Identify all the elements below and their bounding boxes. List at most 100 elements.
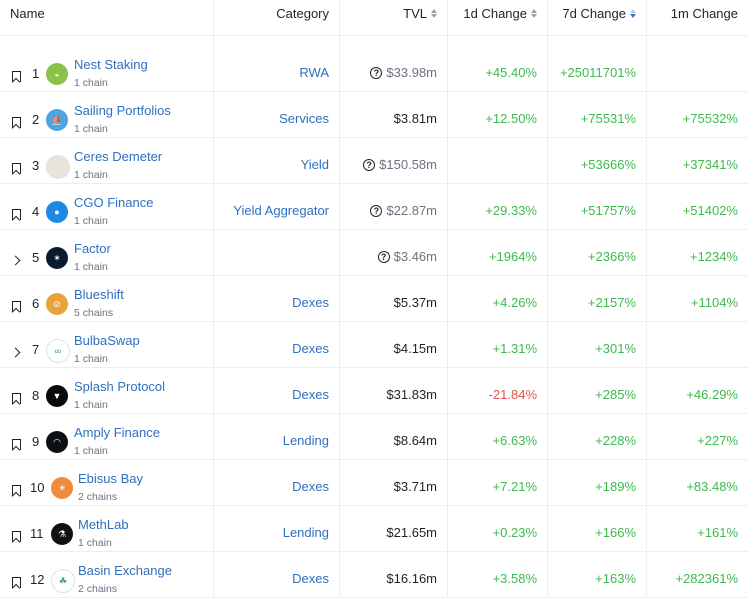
bookmark-icon[interactable] bbox=[10, 529, 22, 543]
change-1d-cell: +7.21% bbox=[448, 460, 548, 505]
protocol-name-link[interactable]: Ebisus Bay bbox=[78, 471, 144, 486]
protocol-logo-icon: ⚗ bbox=[51, 523, 73, 545]
tvl-value: ? $150.58m bbox=[363, 157, 437, 172]
question-circle-icon[interactable]: ? bbox=[363, 158, 376, 171]
change-7d-cell: +2157% bbox=[548, 276, 647, 321]
tvl-value: ? $3.46m bbox=[377, 249, 437, 264]
name-cell: 8 ▼ Splash Protocol 1 chain bbox=[0, 368, 214, 413]
table-row[interactable]: 6 ⊘ Blueshift 5 chains Dexes $5.37m +4.26% +215… bbox=[0, 276, 748, 322]
table-row[interactable]: 1 ◒ Nest Staking 1 chain RWA? $33.98m +45.40% +… bbox=[0, 46, 748, 92]
rank-number: 4 bbox=[32, 204, 40, 219]
category-link[interactable]: Dexes bbox=[292, 571, 329, 586]
table-row[interactable]: 10 ☀ Ebisus Bay 2 chains Dexes $3.71m +7.21% +1… bbox=[0, 460, 748, 506]
sort-icon bbox=[431, 9, 437, 18]
bookmark-icon[interactable] bbox=[10, 575, 22, 589]
chain-count: 1 chain bbox=[74, 261, 108, 273]
change-1d-value: +4.26% bbox=[492, 295, 537, 310]
category-cell: Dexes bbox=[214, 368, 340, 413]
header-1m-change[interactable]: 1m Change bbox=[647, 0, 748, 35]
protocol-name-link[interactable]: Basin Exchange bbox=[78, 563, 172, 578]
protocol-logo-icon: ● bbox=[46, 201, 68, 223]
bookmark-icon[interactable] bbox=[10, 437, 22, 451]
name-cell: 4 ● CGO Finance 1 chain bbox=[0, 184, 214, 229]
category-link[interactable]: Yield Aggregator bbox=[233, 203, 329, 218]
change-1m-cell: +37341% bbox=[647, 138, 748, 183]
bookmark-icon[interactable] bbox=[10, 115, 22, 129]
rank-number: 6 bbox=[32, 296, 40, 311]
change-1d-cell: -21.84% bbox=[448, 368, 548, 413]
category-link[interactable]: Services bbox=[279, 111, 329, 126]
change-1m-value: +51402% bbox=[682, 203, 738, 218]
expand-chevron-icon[interactable] bbox=[10, 253, 22, 267]
header-7d-label: 7d Change bbox=[562, 6, 626, 21]
change-7d-value: +53666% bbox=[580, 157, 636, 172]
header-7d-change[interactable]: 7d Change bbox=[548, 0, 647, 35]
bookmark-icon[interactable] bbox=[10, 299, 22, 313]
table-row[interactable]: 7 ∞ BulbaSwap 1 chain Dexes $4.15m +1.31% +301% bbox=[0, 322, 748, 368]
category-link[interactable]: RWA bbox=[299, 65, 329, 80]
sort-desc-active-icon bbox=[630, 9, 636, 18]
table-row[interactable]: 12 ☘ Basin Exchange 2 chains Dexes $16.16m +3.… bbox=[0, 552, 748, 598]
expand-chevron-icon[interactable] bbox=[10, 345, 22, 359]
tvl-value: $4.15m bbox=[394, 341, 437, 356]
protocol-logo-icon: ⊘ bbox=[46, 293, 68, 315]
category-link[interactable]: Dexes bbox=[292, 479, 329, 494]
category-link[interactable]: Dexes bbox=[292, 295, 329, 310]
table-row[interactable]: 9 ◠ Amply Finance 1 chain Lending $8.64m +6.63… bbox=[0, 414, 748, 460]
table-row[interactable]: 2 ⛵ Sailing Portfolios 1 chain Services $3.81… bbox=[0, 92, 748, 138]
bookmark-icon[interactable] bbox=[10, 391, 22, 405]
change-7d-value: +189% bbox=[595, 479, 636, 494]
bookmark-icon[interactable] bbox=[10, 207, 22, 221]
question-circle-icon[interactable]: ? bbox=[377, 250, 390, 263]
name-cell: 6 ⊘ Blueshift 5 chains bbox=[0, 276, 214, 321]
tvl-amount: $5.37m bbox=[393, 295, 437, 310]
protocol-name-link[interactable]: MethLab bbox=[78, 517, 129, 532]
tvl-cell: $5.37m bbox=[340, 276, 448, 321]
protocol-name-link[interactable]: BulbaSwap bbox=[74, 333, 140, 348]
protocol-name-link[interactable]: Amply Finance bbox=[74, 425, 160, 440]
change-7d-value: +51757% bbox=[580, 203, 636, 218]
rank-number: 5 bbox=[32, 250, 40, 265]
table-row[interactable]: 3 Ceres Demeter 1 chain Yield? $150.58m +5366… bbox=[0, 138, 748, 184]
question-circle-icon[interactable]: ? bbox=[370, 66, 383, 79]
change-1m-value: +282361% bbox=[675, 571, 738, 586]
change-1m-value: +1104% bbox=[690, 295, 738, 310]
bookmark-icon[interactable] bbox=[10, 69, 22, 83]
chain-count: 1 chain bbox=[74, 399, 108, 411]
header-1d-change[interactable]: 1d Change bbox=[448, 0, 548, 35]
protocol-name-link[interactable]: Nest Staking bbox=[74, 57, 148, 72]
bookmark-icon[interactable] bbox=[10, 483, 22, 497]
category-cell: Lending bbox=[214, 506, 340, 551]
change-1d-cell: +45.40% bbox=[448, 46, 548, 91]
protocol-name-link[interactable]: Factor bbox=[74, 241, 111, 256]
tvl-amount: $16.16m bbox=[386, 571, 437, 586]
category-link[interactable]: Yield bbox=[300, 157, 329, 172]
category-cell: Services bbox=[214, 92, 340, 137]
table-row[interactable]: 11 ⚗ MethLab 1 chain Lending $21.65m +0.23% +16… bbox=[0, 506, 748, 552]
table-header: Name Category TVL 1d Change 7d Change 1m… bbox=[0, 0, 748, 36]
protocol-name-link[interactable]: Blueshift bbox=[74, 287, 124, 302]
change-1d-value: +6.63% bbox=[492, 433, 537, 448]
change-1m-value: +227% bbox=[697, 433, 738, 448]
category-link[interactable]: Lending bbox=[282, 433, 329, 448]
header-spacer bbox=[0, 36, 748, 46]
bookmark-icon[interactable] bbox=[10, 161, 22, 175]
protocol-name-link[interactable]: CGO Finance bbox=[74, 195, 154, 210]
category-link[interactable]: Dexes bbox=[292, 341, 329, 356]
protocol-name-link[interactable]: Sailing Portfolios bbox=[74, 103, 171, 118]
table-row[interactable]: 5 ✶ Factor 1 chain? $3.46m +1964% +2366% +1234% bbox=[0, 230, 748, 276]
header-tvl[interactable]: TVL bbox=[340, 0, 448, 35]
change-7d-value: +228% bbox=[595, 433, 636, 448]
category-link[interactable]: Dexes bbox=[292, 387, 329, 402]
table-row[interactable]: 4 ● CGO Finance 1 chain Yield Aggregator? $22… bbox=[0, 184, 748, 230]
protocol-name-link[interactable]: Splash Protocol bbox=[74, 379, 166, 394]
category-link[interactable]: Lending bbox=[282, 525, 329, 540]
header-category[interactable]: Category bbox=[214, 0, 340, 35]
category-cell: Yield Aggregator bbox=[214, 184, 340, 229]
protocol-name-link[interactable]: Ceres Demeter bbox=[74, 149, 163, 164]
name-cell: 1 ◒ Nest Staking 1 chain bbox=[0, 46, 214, 91]
change-1d-cell: +1964% bbox=[448, 230, 548, 275]
header-name[interactable]: Name bbox=[0, 0, 214, 35]
table-row[interactable]: 8 ▼ Splash Protocol 1 chain Dexes $31.83m -21.… bbox=[0, 368, 748, 414]
question-circle-icon[interactable]: ? bbox=[370, 204, 383, 217]
